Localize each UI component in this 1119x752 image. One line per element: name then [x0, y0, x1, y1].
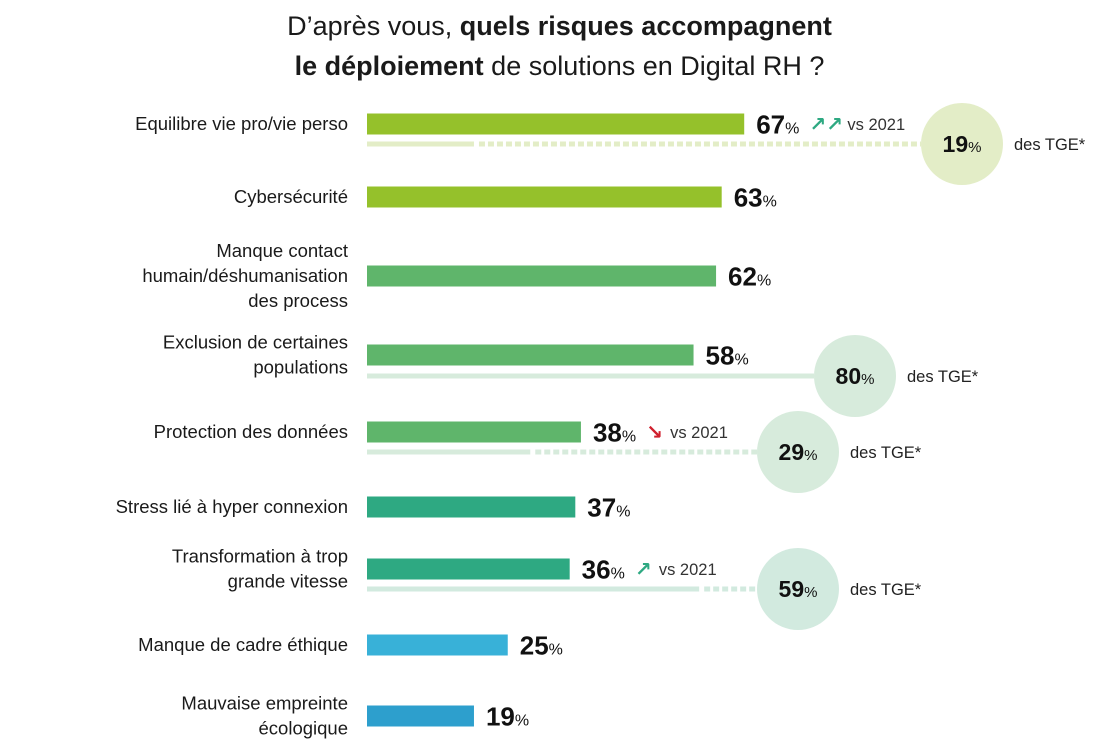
- bar-7: [367, 634, 508, 656]
- value-label-2: 62%: [728, 261, 771, 291]
- category-label-0-line-0: Equilibre vie pro/vie perso: [135, 113, 348, 134]
- tge-circle-6: [757, 548, 839, 630]
- trend-text-0: vs 2021: [847, 116, 905, 134]
- trend-text-6: vs 2021: [659, 561, 717, 579]
- tge-value-6: 59%: [779, 576, 818, 602]
- trend-arrow-6: ↗: [635, 559, 652, 581]
- bar-2: [367, 265, 717, 287]
- trend-text-4: vs 2021: [670, 424, 728, 442]
- bar-8: [367, 705, 474, 727]
- tge-circle-3: [814, 335, 896, 417]
- value-label-8: 19%: [486, 701, 529, 731]
- category-label-1-line-0: Cybersécurité: [234, 186, 348, 207]
- bar-5: [367, 496, 576, 518]
- chart-title-line-1: D’après vous, quels risques accompagnent: [287, 11, 832, 41]
- bar-4: [367, 421, 581, 443]
- tge-label-0: des TGE*: [1014, 136, 1086, 154]
- category-label-7-line-0: Manque de cadre éthique: [138, 634, 348, 655]
- value-label-4: 38%: [593, 417, 636, 447]
- value-label-0: 67%: [756, 109, 799, 139]
- tge-circle-0: [921, 103, 1003, 185]
- category-label-4-line-0: Protection des données: [154, 421, 348, 442]
- category-label-6-line-1: grande vitesse: [228, 571, 348, 592]
- tge-circle-4: [757, 411, 839, 493]
- category-label-6-line-0: Transformation à trop: [172, 546, 348, 567]
- tge-label-3: des TGE*: [907, 368, 979, 386]
- trend-arrow-4: ↘: [646, 422, 663, 444]
- tge-label-6: des TGE*: [850, 581, 922, 599]
- bar-3: [367, 344, 694, 366]
- bar-1: [367, 186, 722, 208]
- category-label-3-line-0: Exclusion de certaines: [163, 332, 348, 353]
- tge-value-0: 19%: [943, 131, 982, 157]
- value-label-3: 58%: [706, 340, 749, 370]
- category-label-2-line-2: des process: [248, 290, 348, 311]
- bar-0: [367, 113, 745, 135]
- category-label-8-line-1: écologique: [259, 718, 349, 739]
- bar-6: [367, 558, 570, 580]
- category-label-2-line-1: humain/déshumanisation: [142, 265, 348, 286]
- value-label-5: 37%: [587, 492, 630, 522]
- trend-arrow-0: ↗↗: [809, 114, 843, 136]
- value-label-7: 25%: [520, 630, 563, 660]
- category-label-5-line-0: Stress lié à hyper connexion: [116, 496, 348, 517]
- value-label-6: 36%: [582, 554, 625, 584]
- chart-title-line-2: le déploiement de solutions en Digital R…: [294, 51, 825, 81]
- tge-value-4: 29%: [779, 439, 818, 465]
- value-label-1: 63%: [734, 182, 777, 212]
- category-label-3-line-1: populations: [253, 357, 348, 378]
- category-label-8-line-0: Mauvaise empreinte: [181, 693, 348, 714]
- chart-title: D’après vous, quels risques accompagnent…: [0, 6, 1119, 86]
- tge-label-4: des TGE*: [850, 444, 922, 462]
- tge-value-3: 80%: [836, 363, 875, 389]
- category-label-2-line-0: Manque contact: [216, 240, 348, 261]
